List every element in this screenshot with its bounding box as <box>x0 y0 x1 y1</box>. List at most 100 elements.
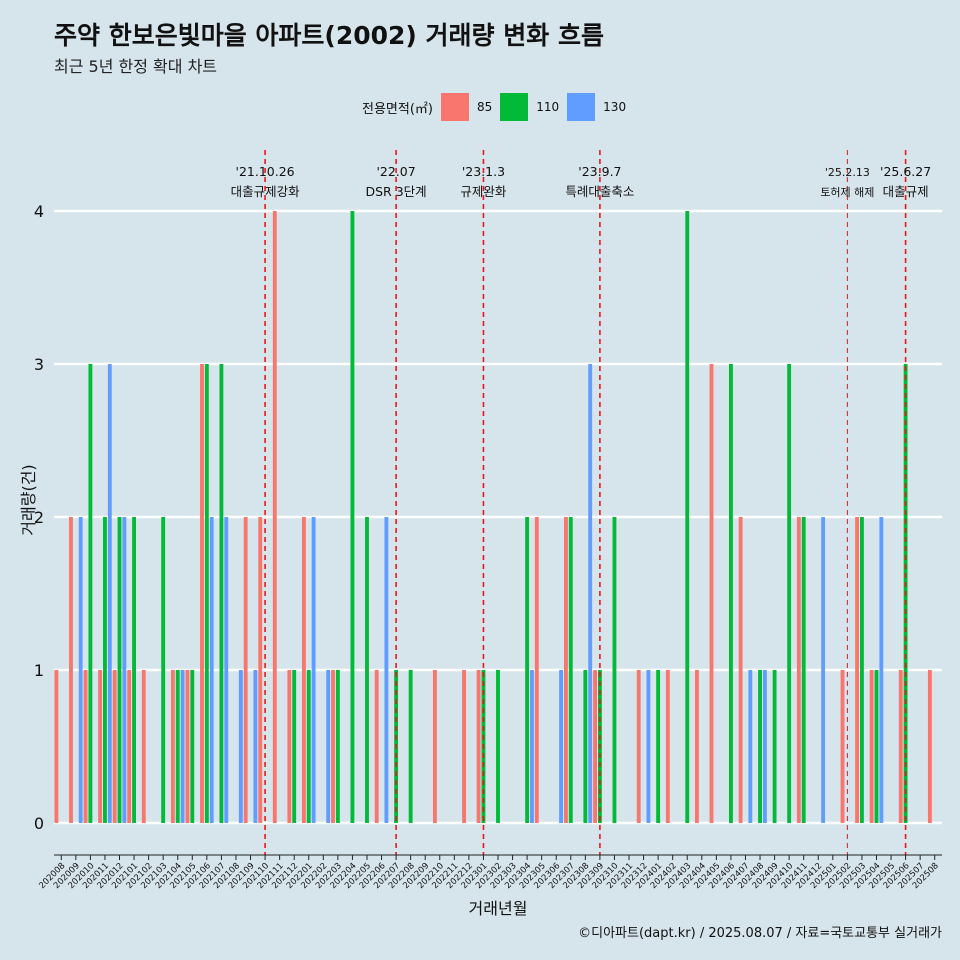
bar-130-202308 <box>588 364 593 823</box>
bar-85-202012 <box>112 670 117 823</box>
bar-130-202504 <box>879 517 884 823</box>
bar-110-202205 <box>365 517 369 823</box>
bar-110-202503 <box>860 517 864 823</box>
bar-110-202208 <box>408 670 413 823</box>
bar-85-202407 <box>738 517 743 823</box>
bar-85-202105 <box>185 670 190 823</box>
bars <box>54 211 932 823</box>
y-tick-label-2: 2 <box>34 508 44 527</box>
bar-85-202212 <box>462 670 466 823</box>
bar-110-202103 <box>161 517 166 823</box>
event-label-202207: DSR 3단계 <box>366 184 427 199</box>
y-tick-label-0: 0 <box>34 814 44 833</box>
bar-110-202403 <box>685 211 690 823</box>
axes: 0123420200820200920201020201120201220210… <box>34 202 942 891</box>
x-axis-label: 거래년월 <box>469 899 528 918</box>
bar-130-202304 <box>530 670 534 823</box>
legend-item-130: 130 <box>567 93 626 121</box>
legend-title: 전용면적(㎡) <box>362 101 433 117</box>
bar-110-202011 <box>103 517 107 823</box>
bar-130-202408 <box>762 670 767 823</box>
bar-110-202201 <box>306 670 311 823</box>
event-date-202506: '25.6.27 <box>880 164 931 179</box>
y-tick-label-1: 1 <box>34 661 44 680</box>
bar-85-202210 <box>432 670 437 823</box>
bar-110-202012 <box>117 517 122 823</box>
legend: 전용면적(㎡) 85 110 130 <box>362 92 634 122</box>
bar-130-202407 <box>748 670 753 823</box>
event-label-202309: 특례대출축소 <box>565 184 634 199</box>
bar-110-202203 <box>335 670 340 823</box>
bar-85-202506 <box>898 670 903 823</box>
bar-85-202508 <box>927 670 932 823</box>
bar-85-202402 <box>665 670 670 823</box>
bar-130-202104 <box>180 670 185 823</box>
chart-subtitle: 최근 5년 한정 확대 차트 <box>54 57 218 76</box>
source-caption: ©디아파트(dapt.kr) / 2025.08.07 / 자료=국토교통부 실… <box>578 926 942 941</box>
bar-110-202411 <box>801 517 806 823</box>
bar-130-202206 <box>384 517 389 823</box>
event-label-202506: 대출규제 <box>883 184 929 199</box>
bar-85-202104 <box>170 670 175 823</box>
bar-85-202504 <box>869 670 874 823</box>
bar-130-202306 <box>559 670 564 823</box>
event-date-202309: '23.9.7 <box>578 164 621 179</box>
bar-85-202101 <box>127 670 132 823</box>
event-date-202110: '21.10.26 <box>236 164 295 179</box>
bar-130-202109 <box>253 670 258 823</box>
bar-130-202107 <box>224 517 229 823</box>
event-date-202301: '23.1.3 <box>462 164 505 179</box>
legend-label-130: 130 <box>603 100 627 114</box>
bar-110-202107 <box>219 364 224 823</box>
y-tick-label-4: 4 <box>34 202 44 221</box>
legend-label-85: 85 <box>476 100 493 114</box>
bar-110-202406 <box>728 364 733 823</box>
bar-130-202202 <box>326 670 331 823</box>
event-label-202502: 토허제 해제 <box>820 185 874 199</box>
bar-110-202010 <box>88 364 93 823</box>
event-date-202207: '22.07 <box>376 164 415 179</box>
bar-110-202101 <box>132 517 136 823</box>
bar-85-202011 <box>98 670 103 823</box>
bar-85-202502 <box>840 670 845 823</box>
bar-110-202104 <box>175 670 180 823</box>
bar-110-202302 <box>496 670 500 823</box>
bar-85-202301 <box>476 670 481 823</box>
bar-130-202009 <box>78 517 83 823</box>
bar-130-202412 <box>821 517 826 823</box>
bar-130-202106 <box>209 517 214 823</box>
bar-130-202312 <box>646 670 651 823</box>
bar-110-202408 <box>758 670 762 823</box>
legend-label-110: 110 <box>536 100 560 114</box>
bar-110-202409 <box>772 670 777 823</box>
bar-110-202204 <box>350 211 355 823</box>
bar-85-202404 <box>695 670 699 823</box>
bar-130-202011 <box>107 364 112 823</box>
bar-130-202108 <box>238 670 243 823</box>
bar-85-202405 <box>709 364 714 823</box>
bar-85-202112 <box>287 670 292 823</box>
bar-85-202312 <box>636 670 641 823</box>
bar-110-202105 <box>190 670 195 823</box>
bar-110-202307 <box>568 517 573 823</box>
legend-swatch-130 <box>567 93 596 121</box>
bar-110-202112 <box>292 670 297 823</box>
y-axis-label: 거래량(건) <box>19 464 38 535</box>
bar-110-202310 <box>612 517 617 823</box>
bar-85-202109 <box>243 517 248 823</box>
bar-85-202203 <box>331 670 335 823</box>
y-tick-label-3: 3 <box>34 355 44 374</box>
bar-85-202106 <box>200 364 204 823</box>
bar-85-202411 <box>796 517 801 823</box>
bar-85-202503 <box>855 517 860 823</box>
bar-85-202201 <box>301 517 306 823</box>
bar-85-202305 <box>534 517 539 823</box>
bar-85-202102 <box>141 670 146 823</box>
bar-130-202201 <box>311 517 316 823</box>
legend-item-110: 110 <box>500 93 559 121</box>
bar-85-202008 <box>54 670 59 823</box>
bar-110-202106 <box>204 364 209 823</box>
bar-110-202401 <box>656 670 661 823</box>
bar-110-202308 <box>583 670 588 823</box>
event-label-202301: 규제완화 <box>460 184 507 199</box>
